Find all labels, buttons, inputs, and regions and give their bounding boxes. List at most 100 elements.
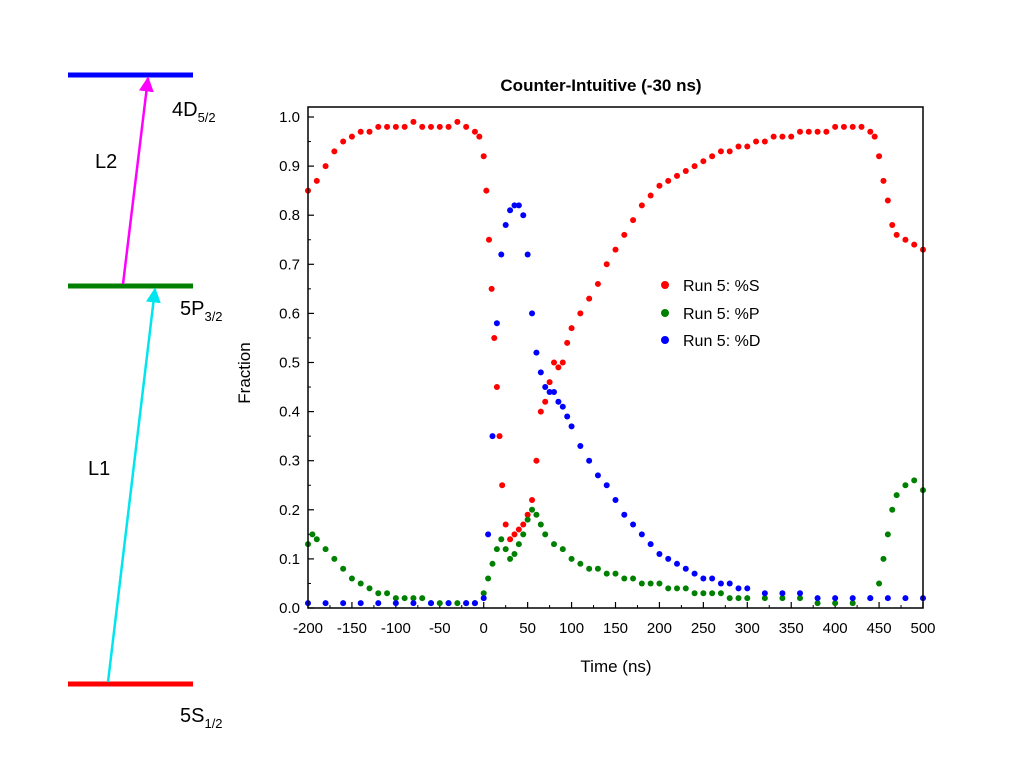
data-point-s xyxy=(577,310,584,317)
data-point-p xyxy=(485,575,492,582)
data-point-s xyxy=(445,123,452,130)
data-point-p xyxy=(533,511,540,518)
data-point-d xyxy=(520,212,527,219)
data-point-d xyxy=(691,570,698,577)
data-point-s xyxy=(542,398,549,405)
data-point-s xyxy=(502,521,509,528)
data-point-d xyxy=(564,413,571,420)
data-point-d xyxy=(502,222,509,229)
data-point-s xyxy=(493,384,500,391)
data-point-d xyxy=(568,423,575,430)
data-point-p xyxy=(419,595,426,602)
data-point-s xyxy=(428,123,434,130)
data-point-d xyxy=(656,550,663,557)
data-point-p xyxy=(709,590,716,597)
data-point-s xyxy=(717,148,724,155)
data-point-d xyxy=(555,398,562,405)
data-point-p xyxy=(348,575,355,582)
data-point-s xyxy=(665,177,672,184)
legend-marker-d xyxy=(661,336,669,344)
data-point-p xyxy=(700,590,707,597)
y-axis-ticks: 0.0 0.1 0.2 0.3 0.4 0.5 0.6 0.7 0.8 0.9 1.0 xyxy=(279,109,314,617)
x-axis-ticks: -200 -150 -100 -50 0 50 100 150 200 250 300 350 400 4… xyxy=(293,602,936,637)
data-point-d xyxy=(726,580,733,587)
level-5p-label: 5P3/2 xyxy=(180,298,223,324)
data-point-d xyxy=(603,482,610,489)
data-point-p xyxy=(744,595,751,602)
data-point-p xyxy=(524,516,531,523)
data-point-d xyxy=(709,575,716,582)
x-tick-label: -50 xyxy=(429,620,451,637)
data-point-d xyxy=(375,600,382,607)
data-point-d xyxy=(797,590,803,597)
data-point-s xyxy=(410,118,417,125)
data-point-d xyxy=(485,531,492,538)
transition-l2-label: L2 xyxy=(95,151,117,173)
data-point-s xyxy=(880,177,887,184)
legend-label-s: Run 5: %S xyxy=(683,278,759,295)
data-point-s xyxy=(546,379,553,386)
data-point-s xyxy=(911,241,918,248)
data-point-s xyxy=(889,222,896,229)
data-point-p xyxy=(515,541,522,548)
data-point-p xyxy=(559,546,566,553)
level-5s-label: 5S1/2 xyxy=(180,705,223,731)
plot-frame xyxy=(307,106,924,609)
data-point-s xyxy=(520,521,527,528)
data-point-p xyxy=(849,600,856,607)
data-point-p xyxy=(735,595,742,602)
data-point-s xyxy=(603,261,610,268)
data-point-p xyxy=(832,600,839,607)
legend-marker-s xyxy=(661,281,669,289)
data-point-p xyxy=(876,580,883,587)
data-point-p xyxy=(621,575,628,582)
y-tick-label: 0.6 xyxy=(279,305,300,322)
data-point-d xyxy=(867,595,874,602)
data-point-s xyxy=(797,128,803,135)
y-tick-label: 0.7 xyxy=(279,256,300,273)
data-point-d xyxy=(814,595,821,602)
data-point-s xyxy=(770,133,777,140)
data-point-d xyxy=(480,595,487,602)
data-point-s xyxy=(384,123,391,130)
data-point-s xyxy=(555,364,562,371)
data-point-p xyxy=(594,565,601,572)
data-point-p xyxy=(603,570,610,577)
x-tick-label: -200 xyxy=(293,620,323,637)
data-point-d xyxy=(322,600,329,607)
data-point-d xyxy=(902,595,909,602)
x-tick-label: 150 xyxy=(603,620,628,637)
x-tick-label: 200 xyxy=(647,620,672,637)
data-point-d xyxy=(471,600,478,607)
y-tick-label: 0.9 xyxy=(279,158,300,175)
data-point-s xyxy=(507,536,514,543)
data-point-s xyxy=(832,123,839,130)
x-tick-label: -150 xyxy=(337,620,367,637)
data-point-s xyxy=(814,128,821,135)
data-point-p xyxy=(410,595,417,602)
data-point-s xyxy=(559,359,566,366)
data-point-d xyxy=(511,202,518,209)
data-point-s xyxy=(902,236,909,243)
data-point-p xyxy=(366,585,373,592)
legend-label-d: Run 5: %D xyxy=(683,333,760,350)
y-tick-label: 0.3 xyxy=(279,453,300,470)
data-point-p xyxy=(454,600,461,607)
data-point-s xyxy=(496,433,503,440)
data-point-s xyxy=(876,153,883,160)
data-point-s xyxy=(744,143,751,150)
data-point-s xyxy=(823,128,830,135)
y-tick-label: 0.2 xyxy=(279,502,300,519)
data-point-d xyxy=(489,433,496,440)
data-point-s xyxy=(401,123,408,130)
data-point-d xyxy=(647,541,654,548)
data-point-s xyxy=(630,217,637,224)
data-point-s xyxy=(322,163,329,170)
data-point-p xyxy=(511,550,518,557)
data-point-p xyxy=(392,595,399,602)
data-point-d xyxy=(542,384,549,391)
data-point-s xyxy=(586,295,593,302)
data-point-d xyxy=(524,251,531,258)
data-point-p xyxy=(542,531,549,538)
data-point-d xyxy=(761,590,768,597)
